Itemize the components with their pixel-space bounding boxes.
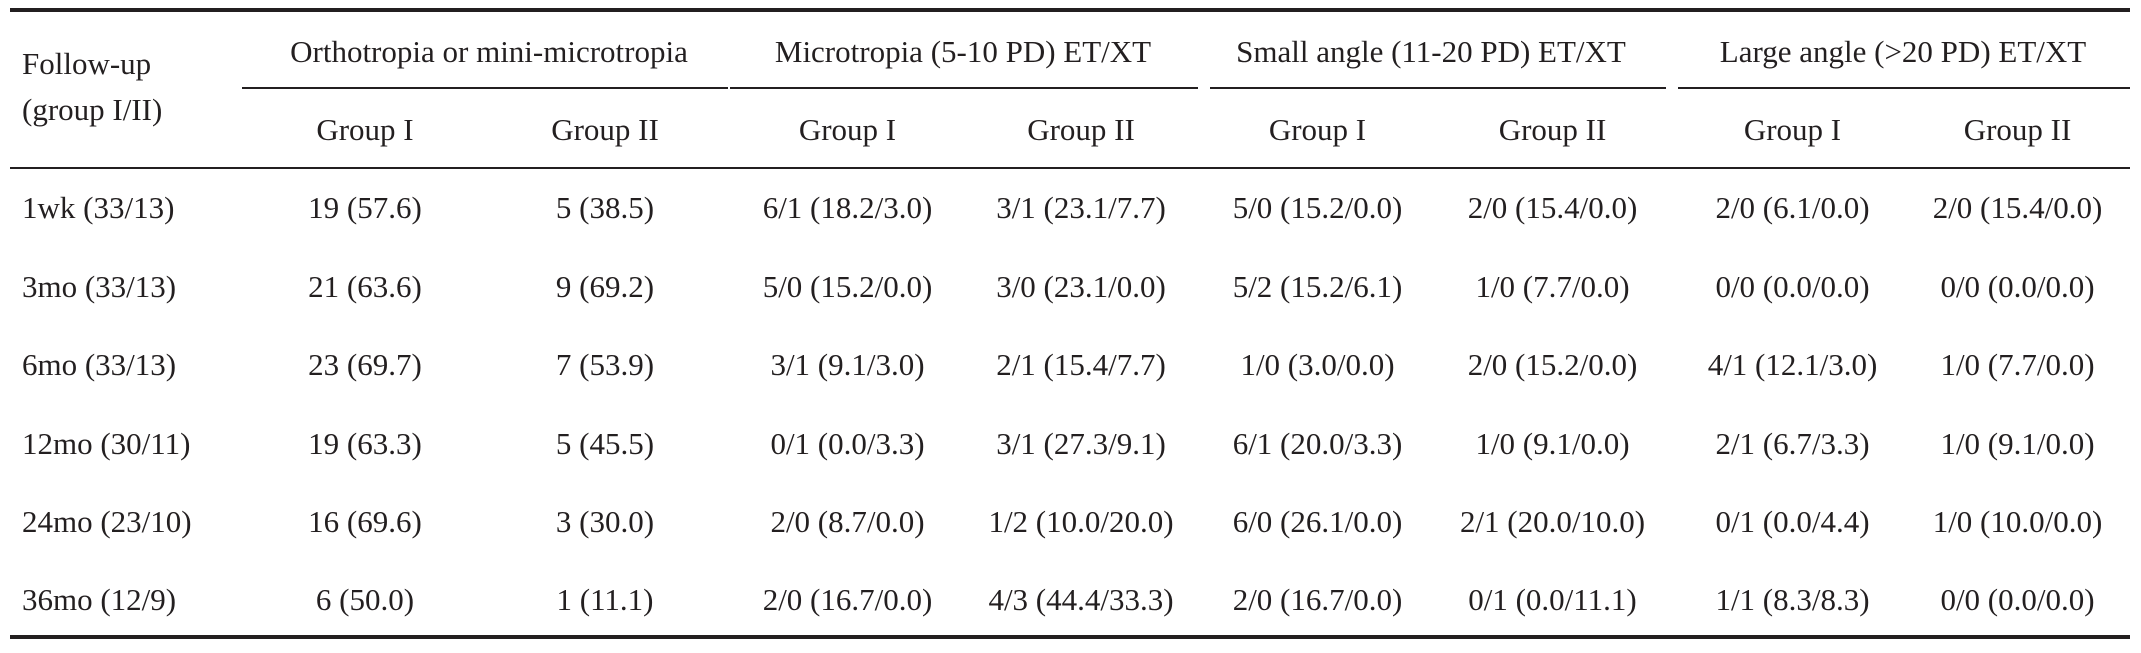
row-6-micro-g2: 4/3 (44.4/33.3): [988, 582, 1174, 617]
row-3-large-g1: 4/1 (12.1/3.0): [1707, 347, 1878, 382]
row-4-followup: 12mo (30/11): [22, 426, 191, 461]
row-3-ortho-g1: 23 (69.7): [308, 347, 422, 382]
table-top-rule: [10, 8, 2130, 12]
row-4-small-g2: 1/0 (9.1/0.0): [1475, 426, 1630, 461]
row-3-large-g2: 1/0 (7.7/0.0): [1940, 347, 2095, 382]
group-header-orthotropia: Orthotropia or mini-microtropia: [290, 34, 688, 69]
row-3-micro-g2: 2/1 (15.4/7.7): [996, 347, 1166, 382]
row-4-micro-g1: 0/1 (0.0/3.3): [770, 426, 925, 461]
row-3-followup: 6mo (33/13): [22, 347, 177, 382]
subheader-ortho-group-1: Group I: [316, 112, 414, 147]
row-2-small-g1: 5/2 (15.2/6.1): [1232, 269, 1403, 304]
row-5-followup: 24mo (23/10): [22, 504, 192, 539]
subheader-large-group-2: Group II: [1963, 112, 2072, 147]
row-1-small-g1: 5/0 (15.2/0.0): [1232, 190, 1403, 225]
row-1-followup: 1wk (33/13): [22, 190, 175, 225]
group-rule-orthotropia: [242, 87, 728, 89]
table-header-rule: [10, 167, 2130, 169]
row-6-followup: 36mo (12/9): [22, 582, 177, 617]
subheader-large-group-1: Group I: [1743, 112, 1842, 147]
row-5-small-g2: 2/1 (20.0/10.0): [1459, 504, 1646, 539]
row-4-small-g1: 6/1 (20.0/3.3): [1232, 426, 1403, 461]
subheader-micro-group-2: Group II: [1027, 112, 1135, 147]
row-1-small-g2: 2/0 (15.4/0.0): [1467, 190, 1638, 225]
row-5-small-g1: 6/0 (26.1/0.0): [1232, 504, 1403, 539]
row-6-large-g2: 0/0 (0.0/0.0): [1940, 582, 2095, 617]
row-2-large-g2: 0/0 (0.0/0.0): [1940, 269, 2095, 304]
row-4-ortho-g1: 19 (63.3): [308, 426, 422, 461]
row-6-large-g1: 1/1 (8.3/8.3): [1715, 582, 1870, 617]
row-1-micro-g1: 6/1 (18.2/3.0): [762, 190, 933, 225]
group-header-large-angle: Large angle (>20 PD) ET/XT: [1719, 34, 2087, 69]
row-1-ortho-g2: 5 (38.5): [555, 190, 655, 225]
subheader-micro-group-1: Group I: [798, 112, 897, 147]
row-3-small-g2: 2/0 (15.2/0.0): [1467, 347, 1638, 382]
row-5-ortho-g1: 16 (69.6): [308, 504, 422, 539]
row-5-micro-g1: 2/0 (8.7/0.0): [770, 504, 925, 539]
row-4-ortho-g2: 5 (45.5): [555, 426, 655, 461]
row-6-ortho-g2: 1 (11.1): [556, 582, 654, 617]
row-2-micro-g2: 3/0 (23.1/0.0): [996, 269, 1166, 304]
row-5-micro-g2: 1/2 (10.0/20.0): [988, 504, 1174, 539]
row-4-large-g1: 2/1 (6.7/3.3): [1715, 426, 1870, 461]
subheader-ortho-group-2: Group II: [551, 112, 659, 147]
stub-header-line-2: (group I/II): [22, 92, 163, 127]
row-1-large-g2: 2/0 (15.4/0.0): [1932, 190, 2103, 225]
row-4-large-g2: 1/0 (9.1/0.0): [1940, 426, 2095, 461]
row-5-large-g2: 1/0 (10.0/0.0): [1932, 504, 2103, 539]
table-bottom-rule: [10, 635, 2130, 639]
group-header-small-angle: Small angle (11-20 PD) ET/XT: [1236, 34, 1626, 69]
row-2-large-g1: 0/0 (0.0/0.0): [1715, 269, 1870, 304]
row-3-micro-g1: 3/1 (9.1/3.0): [770, 347, 925, 382]
subheader-small-group-1: Group I: [1268, 112, 1367, 147]
group-header-microtropia: Microtropia (5-10 PD) ET/XT: [774, 34, 1152, 69]
row-2-micro-g1: 5/0 (15.2/0.0): [762, 269, 933, 304]
row-6-ortho-g1: 6 (50.0): [315, 582, 415, 617]
row-5-large-g1: 0/1 (0.0/4.4): [1715, 504, 1870, 539]
stub-header-line-1: Follow-up: [22, 46, 152, 81]
row-4-micro-g2: 3/1 (27.3/9.1): [996, 426, 1166, 461]
row-3-ortho-g2: 7 (53.9): [555, 347, 655, 382]
row-6-small-g2: 0/1 (0.0/11.1): [1468, 582, 1637, 617]
group-rule-microtropia: [730, 87, 1198, 89]
row-1-large-g1: 2/0 (6.1/0.0): [1715, 190, 1870, 225]
row-1-micro-g2: 3/1 (23.1/7.7): [996, 190, 1166, 225]
subheader-small-group-2: Group II: [1498, 112, 1607, 147]
row-2-small-g2: 1/0 (7.7/0.0): [1475, 269, 1630, 304]
row-6-micro-g1: 2/0 (16.7/0.0): [762, 582, 933, 617]
row-2-ortho-g1: 21 (63.6): [308, 269, 422, 304]
group-rule-large-angle: [1678, 87, 2130, 89]
row-6-small-g1: 2/0 (16.7/0.0): [1232, 582, 1403, 617]
row-2-followup: 3mo (33/13): [22, 269, 177, 304]
row-2-ortho-g2: 9 (69.2): [555, 269, 655, 304]
group-rule-small-angle: [1210, 87, 1666, 89]
row-3-small-g1: 1/0 (3.0/0.0): [1240, 347, 1395, 382]
row-1-ortho-g1: 19 (57.6): [308, 190, 422, 225]
row-5-ortho-g2: 3 (30.0): [555, 504, 655, 539]
